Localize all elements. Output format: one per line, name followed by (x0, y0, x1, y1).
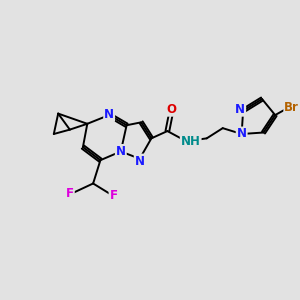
Text: F: F (110, 189, 118, 202)
Text: N: N (237, 128, 247, 140)
Text: N: N (135, 154, 145, 168)
Text: N: N (116, 145, 126, 158)
Text: N: N (235, 103, 245, 116)
Text: NH: NH (181, 135, 201, 148)
Text: N: N (104, 108, 114, 121)
Text: O: O (167, 103, 177, 116)
Text: F: F (66, 187, 74, 200)
Text: Br: Br (284, 101, 299, 114)
